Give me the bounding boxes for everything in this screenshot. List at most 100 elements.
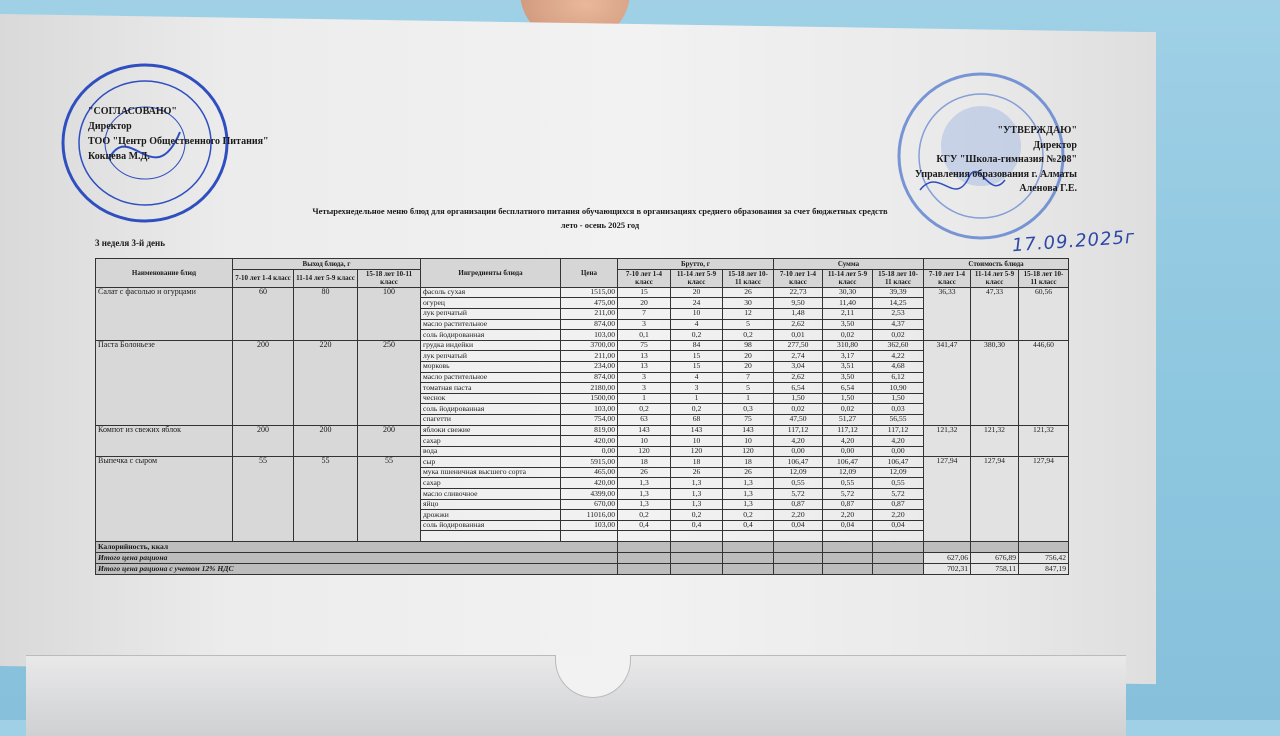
ingredient-brutto: 15 <box>670 350 723 362</box>
table-row: мука пшеничная высшего сорта 465,00 26 26 26… <box>96 466 1069 479</box>
empty-cell <box>617 563 671 576</box>
ingredient-sum: 117,12 <box>872 424 924 437</box>
round-stamp-right <box>897 72 1065 240</box>
ingredient-sum: 0,00 <box>773 445 823 458</box>
dish-yield: 55 <box>293 456 358 543</box>
ingredient-price: 5915,00 <box>560 456 618 468</box>
header-cost: Стоимость блюда <box>923 258 1069 270</box>
ingredient-sum: 0,04 <box>872 519 924 532</box>
dish-cost: 127,94 <box>970 456 1019 543</box>
ingredient-sum: 3,04 <box>773 360 823 373</box>
ingredient-sum: 3,50 <box>822 371 873 384</box>
dish-yield: 200 <box>232 424 294 458</box>
ingredient-brutto: 5 <box>722 382 774 394</box>
table-row: спагетти 754,00 63 68 75 47,50 51,27 56,55 <box>96 413 1069 426</box>
ingredient-sum: 0,01 <box>773 329 823 341</box>
dish-cost: 127,94 <box>923 456 971 543</box>
header-sum-age-group: 7-10 лет 1-4 класс <box>773 268 823 288</box>
header-cost-age-group: 7-10 лет 1-4 класс <box>923 268 971 288</box>
ingredient-price: 465,00 <box>560 466 618 479</box>
table-row: морковь 234,00 13 15 20 3,04 3,51 4,68 <box>96 360 1069 373</box>
table-row: масло растительное 874,00 3 4 7 2,62 3,50 6,12 <box>96 371 1069 384</box>
empty-cell <box>872 552 924 565</box>
ingredient-brutto: 7 <box>617 307 671 320</box>
ingredient-brutto: 0,2 <box>722 509 774 521</box>
empty-cell <box>872 530 924 543</box>
ingredient-sum: 5,72 <box>872 488 924 500</box>
ingredient-sum: 1,50 <box>822 392 873 405</box>
total-label: Итого цена рациона <box>95 552 618 565</box>
empty-cell <box>773 563 823 576</box>
ingredient-brutto: 0,2 <box>617 403 671 415</box>
ingredient-sum: 0,04 <box>773 519 823 532</box>
empty-cell <box>1018 541 1069 554</box>
table-row: яйцо 670,00 1,3 1,3 1,3 0,87 0,87 0,87 <box>96 498 1069 511</box>
ingredient-sum: 2,74 <box>773 350 823 362</box>
ingredient-price: 234,00 <box>560 360 618 373</box>
total_vat-value: 702,31 <box>923 563 971 576</box>
ingredient-brutto: 18 <box>617 456 671 468</box>
ingredient-brutto: 75 <box>722 413 774 426</box>
ingredient-brutto: 18 <box>670 456 723 468</box>
empty-cell <box>773 541 823 554</box>
ingredient-price: 103,00 <box>560 519 618 532</box>
ingredient-brutto: 20 <box>617 297 671 309</box>
ingredient-name: сахар <box>420 477 561 490</box>
empty-cell <box>670 563 723 576</box>
ingredient-price: 103,00 <box>560 329 618 341</box>
empty-cell <box>722 530 774 543</box>
ingredient-brutto: 10 <box>670 435 723 447</box>
empty-cell <box>872 563 924 576</box>
ingredient-price: 1500,00 <box>560 392 618 405</box>
ingredient-name: лук репчатый <box>420 307 561 320</box>
ingredient-brutto: 68 <box>670 413 723 426</box>
ingredient-price: 4399,00 <box>560 488 618 500</box>
empty-cell <box>670 530 723 543</box>
calories-label: Калорийность, ккал <box>95 541 618 554</box>
ingredient-brutto: 20 <box>722 350 774 362</box>
ingredient-brutto: 1,3 <box>670 488 723 500</box>
ingredient-brutto: 1 <box>722 392 774 405</box>
table-row: чеснок 1500,00 1 1 1 1,50 1,50 1,50 <box>96 392 1069 405</box>
dish-cost: 380,30 <box>970 339 1019 426</box>
ingredient-brutto: 1,3 <box>617 498 671 511</box>
dish-yield: 250 <box>357 339 421 426</box>
ingredient-sum: 11,40 <box>822 297 873 309</box>
ingredient-sum: 4,20 <box>822 435 873 447</box>
ingredient-brutto: 5 <box>722 318 774 331</box>
ingredient-sum: 4,68 <box>872 360 924 373</box>
ingredient-sum: 4,20 <box>872 435 924 447</box>
table-row: соль йодированная 103,00 0,2 0,2 0,3 0,02 0,02… <box>96 403 1069 415</box>
ingredient-sum: 117,12 <box>822 424 873 437</box>
empty-cell <box>420 530 561 543</box>
ingredient-brutto: 75 <box>617 339 671 352</box>
ingredient-price: 874,00 <box>560 318 618 331</box>
ingredient-brutto: 13 <box>617 360 671 373</box>
ingredient-sum: 4,37 <box>872 318 924 331</box>
ingredient-brutto: 143 <box>722 424 774 437</box>
dish-cost: 127,94 <box>1018 456 1069 543</box>
total-vat-row: Итого цена рациона с учетом 12% НДС 702,3… <box>95 563 1069 576</box>
dish-yield: 200 <box>232 339 294 426</box>
ingredient-brutto: 30 <box>722 297 774 309</box>
header-cost-age-group: 15-18 лет 10-11 класс <box>1018 268 1069 288</box>
empty-cell <box>722 563 774 576</box>
approval-signatory: Аленова Г.Е. <box>1019 183 1077 194</box>
table-row: масло растительное 874,00 3 4 5 2,62 3,50 4,37 <box>96 318 1069 331</box>
total-row: Итого цена рациона 627,06 676,89 756,42 <box>95 552 1069 565</box>
header-yield-age-group: 7-10 лет 1-4 класс <box>232 268 294 288</box>
empty-cell <box>617 530 671 543</box>
ingredient-sum: 22,73 <box>773 286 823 299</box>
ingredient-brutto: 4 <box>670 318 723 331</box>
round-stamp-left <box>61 63 229 223</box>
ingredient-sum: 277,50 <box>773 339 823 352</box>
empty-cell <box>923 541 971 554</box>
ingredient-brutto: 24 <box>670 297 723 309</box>
ingredient-sum: 0,02 <box>822 329 873 341</box>
approval-heading: "СОГЛАСОВАНО" <box>88 106 177 117</box>
ingredient-name: масло растительное <box>420 318 561 331</box>
ingredient-price: 475,00 <box>560 297 618 309</box>
ingredient-sum: 1,50 <box>872 392 924 405</box>
ingredient-sum: 0,00 <box>872 445 924 458</box>
ingredient-sum: 2,62 <box>773 371 823 384</box>
